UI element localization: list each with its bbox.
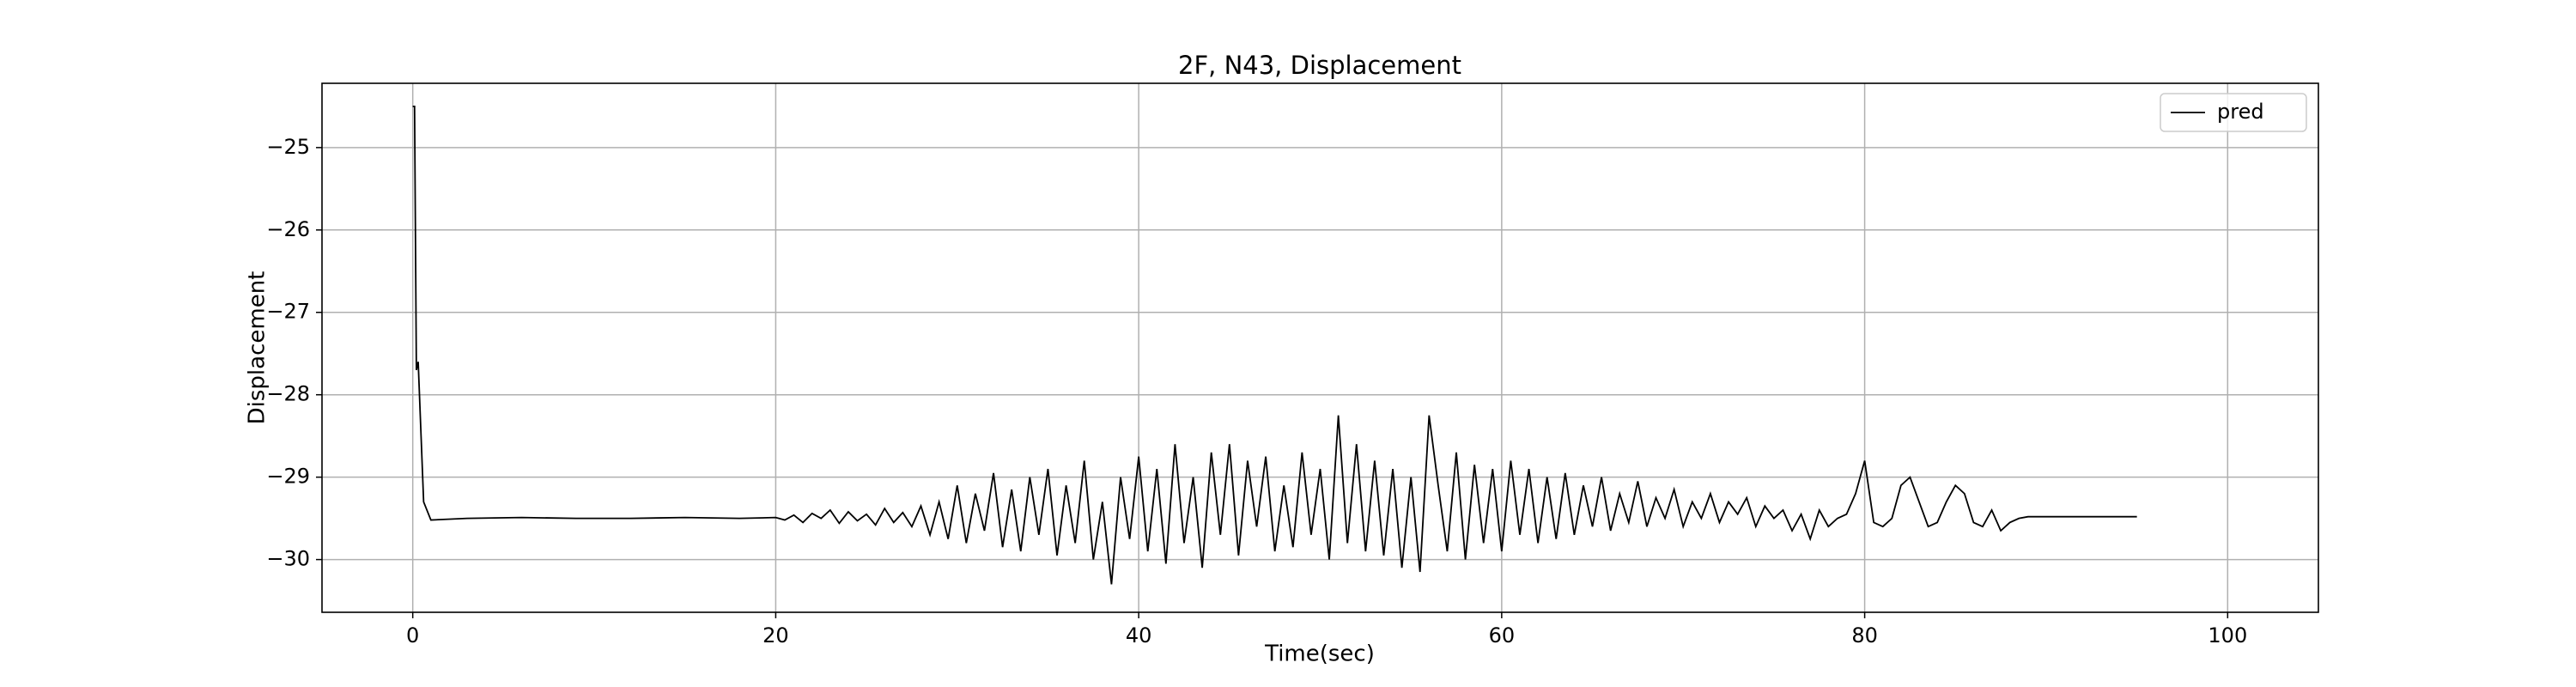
y-axis-label: Displacement (245, 271, 270, 425)
x-axis-label: Time(sec) (1264, 641, 1375, 667)
y-tick-label: −27 (266, 300, 310, 324)
y-tick-label: −28 (266, 382, 310, 406)
legend-box (2160, 93, 2307, 132)
x-tick-label: 60 (1489, 623, 1516, 647)
x-tick-label: 100 (2208, 623, 2247, 647)
x-tick-label: 20 (762, 623, 789, 647)
y-tick-label: −26 (266, 217, 310, 241)
y-tick-label: −29 (266, 465, 310, 489)
plot-frame (321, 82, 2319, 613)
data-line (412, 105, 2137, 585)
y-tick-label: −25 (266, 135, 310, 159)
legend-label: pred (2217, 100, 2264, 124)
x-tick-label: 80 (1851, 623, 1878, 647)
x-tick-label: 40 (1126, 623, 1152, 647)
chart-title: 2F, N43, Displacement (1178, 51, 1461, 80)
y-tick-label: −30 (266, 547, 310, 571)
x-tick-label: 0 (406, 623, 419, 647)
